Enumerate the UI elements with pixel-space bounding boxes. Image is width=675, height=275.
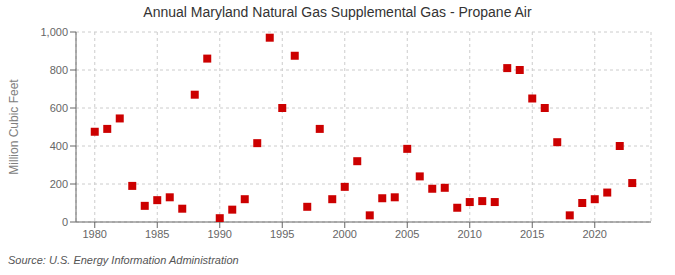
svg-text:400: 400 xyxy=(50,140,68,152)
svg-text:1980: 1980 xyxy=(83,228,107,240)
svg-text:1,000: 1,000 xyxy=(40,26,68,38)
svg-text:800: 800 xyxy=(50,64,68,76)
html-text:Annual Maryland Natural Gas Su: Annual Maryland Natural Gas Supplemental… xyxy=(143,4,532,20)
svg-text:2010: 2010 xyxy=(458,228,482,240)
svg-text:2000: 2000 xyxy=(333,228,357,240)
svg-text:2020: 2020 xyxy=(583,228,607,240)
svg-text:1990: 1990 xyxy=(208,228,232,240)
svg-text:1985: 1985 xyxy=(145,228,169,240)
svg-text:600: 600 xyxy=(50,102,68,114)
svg-text:1995: 1995 xyxy=(270,228,294,240)
svg-text:200: 200 xyxy=(50,178,68,190)
html-text:Source: U.S. Energy Informatio: Source: U.S. Energy Information Administ… xyxy=(8,254,239,266)
svg-text:2005: 2005 xyxy=(395,228,419,240)
svg-text:Million Cubic Feet: Million Cubic Feet xyxy=(8,79,21,175)
svg-text:0: 0 xyxy=(62,216,68,228)
svg-text:2015: 2015 xyxy=(520,228,544,240)
